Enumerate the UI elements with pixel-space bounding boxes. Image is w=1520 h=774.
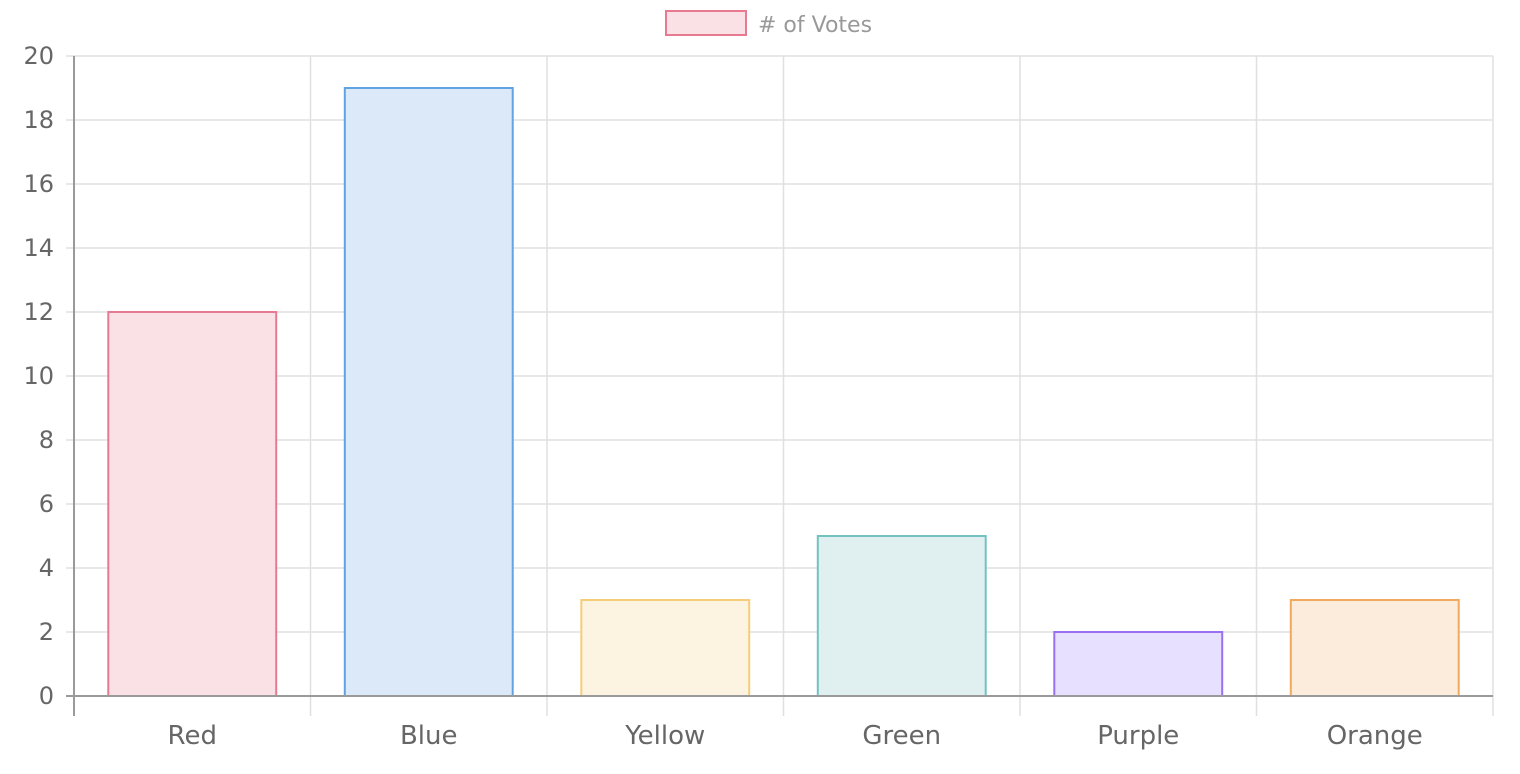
bar-purple[interactable]: [1053, 631, 1224, 697]
x-tick-label: Blue: [400, 721, 458, 751]
legend-label[interactable]: # of Votes: [758, 13, 872, 38]
x-tick-label: Yellow: [624, 721, 705, 751]
y-tick-label: 20: [23, 42, 54, 70]
y-tick-label: 12: [23, 298, 54, 326]
bar-blue[interactable]: [343, 87, 514, 697]
bar-green[interactable]: [816, 535, 987, 697]
horizontal-gridlines: [66, 55, 1493, 697]
x-tick-label: Green: [862, 721, 941, 751]
bar-red[interactable]: [107, 311, 278, 697]
y-tick-label: 14: [23, 234, 54, 262]
y-tick-label: 2: [39, 618, 54, 646]
y-tick-label: 10: [23, 362, 54, 390]
y-tick-label: 8: [39, 426, 54, 454]
x-tick-label: Orange: [1327, 721, 1423, 751]
y-tick-label: 16: [23, 170, 54, 198]
y-tick-label: 0: [39, 682, 54, 710]
y-tick-label: 6: [39, 490, 54, 518]
bar-yellow[interactable]: [580, 599, 751, 697]
legend-swatch[interactable]: [665, 10, 747, 36]
y-tick-label: 4: [39, 554, 54, 582]
y-tick-label: 18: [23, 106, 54, 134]
chart-legend[interactable]: # of Votes: [665, 10, 872, 38]
bars: [107, 87, 1460, 697]
axes: [66, 56, 1493, 716]
bar-orange[interactable]: [1289, 599, 1460, 697]
vertical-gridlines: [309, 56, 1494, 716]
y-axis-tick-labels: 0 2 4 6 8 10 12 14 16 18 20: [23, 42, 54, 710]
x-tick-label: Purple: [1097, 721, 1179, 751]
x-axis-tick-labels: Red Blue Yellow Green Purple Orange: [168, 721, 1423, 751]
x-tick-label: Red: [168, 721, 217, 751]
